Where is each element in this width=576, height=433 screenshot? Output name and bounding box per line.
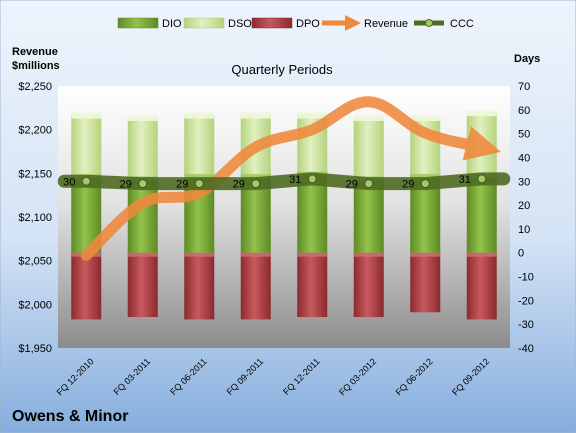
right-axis: -40 -30 -20 -10 0 10 20 30 40 50 60 70 [518,81,534,355]
dpo-bar-cap [410,250,441,257]
dso-bar [127,116,158,177]
legend-ccc-marker [425,19,433,27]
legend-dso-label: DSO [228,18,252,30]
dpo-bar [184,252,215,320]
dso-bar [71,114,102,175]
left-tick-label: $2,250 [18,81,52,93]
left-tick-label: $2,200 [18,125,52,137]
legend-ccc-label: CCC [450,18,474,30]
dpo-bar [240,252,271,320]
right-tick-label: -40 [518,343,534,355]
dpo-bar-cap [466,250,497,257]
ccc-point [81,176,91,186]
right-tick-label: 0 [518,248,524,260]
dso-bar-cap [240,112,271,119]
dpo-bar-cap [184,250,215,257]
right-tick-label: 20 [518,200,530,212]
dio-bar-cap [410,172,441,179]
right-tick-label: -30 [518,319,534,331]
ccc-line [57,172,511,191]
ccc-point [251,179,261,189]
ccc-series: 30 29 29 29 31 29 29 31 [57,172,511,191]
ccc-point [420,179,430,189]
dpo-bar [297,252,328,318]
dso-bar-cap [71,112,102,119]
ccc-point [364,179,374,189]
revenue-series [80,96,501,261]
dio-bar-cap [240,172,271,179]
right-tick-label: -20 [518,295,534,307]
right-tick-label: 30 [518,176,530,188]
right-tick-label: 60 [518,105,530,117]
ccc-point [138,179,148,189]
dso-bar-cap [353,114,384,121]
ccc-data-label: 30 [63,176,75,188]
dpo-bar-cap [297,250,328,257]
left-tick-label: $2,000 [18,299,52,311]
dso-bar [184,114,215,175]
dpo-bar-cap [353,250,384,257]
dso-bar-cap [127,114,158,121]
ccc-data-label: 29 [346,179,358,191]
dpo-bar-cap [127,250,158,257]
left-axis-title-line2: $millions [12,60,60,72]
dio-bar [466,174,497,253]
dpo-bar [410,252,441,313]
legend: DIO DSO DPO Revenue CCC [117,14,474,31]
legend-dso-swatch [183,17,225,29]
right-tick-label: 10 [518,224,530,236]
revenue-line [80,96,501,261]
left-tick-label: $2,050 [18,256,52,268]
ccc-point [194,179,204,189]
legend-dio-swatch [117,17,159,29]
dio-bar-cap [184,172,215,179]
legend-revenue-label: Revenue [364,18,408,30]
left-tick-label: $2,100 [18,212,52,224]
dpo-bar [466,252,497,320]
ccc-data-label: 29 [176,179,188,191]
left-tick-label: $2,150 [18,168,52,180]
ccc-point [477,174,487,184]
ccc-data-label: 31 [289,174,301,186]
ccc-point [307,174,317,184]
ccc-data-label: 29 [120,179,132,191]
right-tick-label: 70 [518,81,530,93]
dpo-bar [353,252,384,318]
dpo-bar-cap [240,250,271,257]
ccc-data-label: 29 [233,179,245,191]
left-tick-label: $1,950 [18,343,52,355]
right-tick-label: 50 [518,129,530,141]
ccc-data-label: 31 [459,174,471,186]
left-axis-title-line1: Revenue [12,46,58,58]
dso-bar-cap [410,114,441,121]
legend-dpo-label: DPO [296,18,320,30]
dso-bar-cap [466,110,497,117]
left-axis: $1,950 $2,000 $2,050 $2,100 $2,150 $2,200 $2,2… [18,81,52,355]
dpo-bar [127,252,158,318]
right-tick-label: -10 [518,272,534,284]
dso-bar [353,116,384,177]
company-name: Owens & Minor [12,408,128,425]
right-tick-label: 40 [518,152,530,164]
legend-dio-label: DIO [162,18,182,30]
dso-bar-cap [297,112,328,119]
dso-bar-cap [184,112,215,119]
ccc-data-label: 29 [402,179,414,191]
dpo-bar [71,252,102,320]
chart-title: Quarterly Periods [231,62,333,77]
legend-dpo-swatch [251,17,293,29]
right-axis-title: Days [514,53,540,65]
